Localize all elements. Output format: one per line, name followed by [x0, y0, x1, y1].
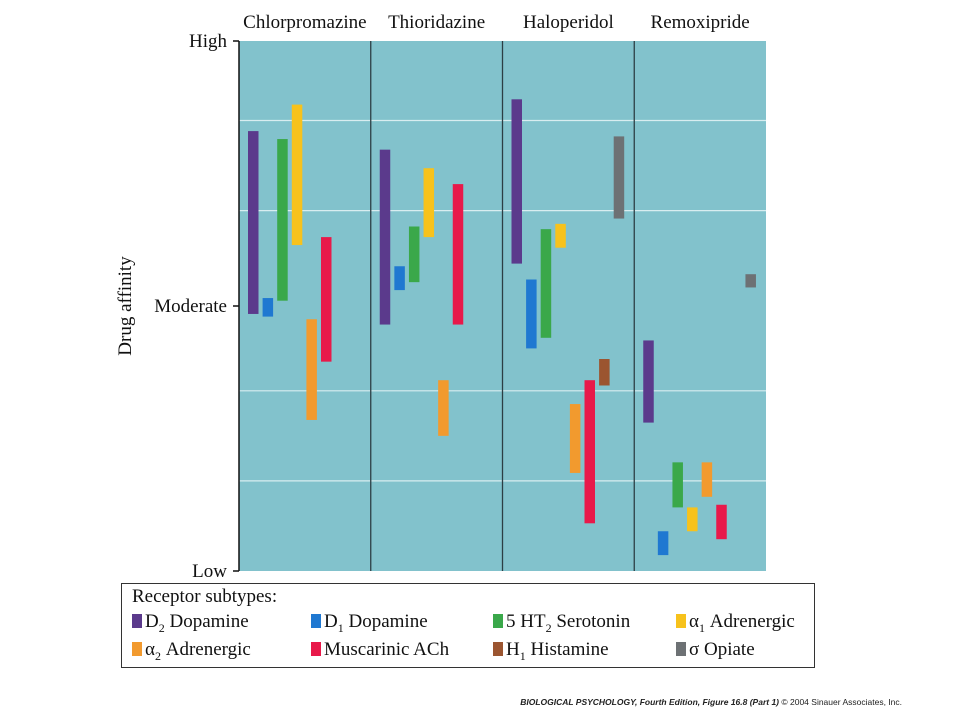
affinity-bar-remoxipride-0	[643, 340, 654, 423]
drug-label-haloperidol: Haloperidol	[523, 12, 614, 33]
affinity-bar-haloperidol-5	[584, 380, 595, 524]
y-level-label-low: Low	[192, 561, 227, 580]
legend-swatch	[676, 614, 686, 628]
legend-swatch	[132, 614, 142, 628]
y-axis-title: Drug affinity	[115, 256, 136, 356]
affinity-bar-thioridazine-5	[452, 184, 464, 325]
affinity-bar-remoxipride-2	[672, 462, 683, 508]
drug-label-chlorpromazine: Chlorpromazine	[243, 12, 366, 33]
affinity-bar-remoxipride-3	[687, 507, 698, 532]
legend-item-d2-dopamine: D2 Dopamine	[132, 611, 249, 636]
legend-swatch	[676, 642, 686, 656]
affinity-bar-chlorpromazine-1	[262, 298, 274, 317]
affinity-bar-thioridazine-0	[379, 149, 391, 325]
affinity-bar-haloperidol-1	[526, 279, 537, 349]
legend-item-h1-histamine: H1 Histamine	[493, 639, 609, 664]
legend-item-5ht2-serotonin: 5 HT2 Serotonin	[493, 611, 630, 636]
affinity-bar-chlorpromazine-2	[277, 139, 288, 301]
legend-item-sigma-opiate: σ Opiate	[676, 639, 755, 664]
affinity-bar-chlorpromazine-0	[248, 131, 259, 314]
legend-swatch	[311, 642, 321, 656]
affinity-bar-remoxipride-4	[701, 462, 713, 497]
figure-credit: BIOLOGICAL PSYCHOLOGY, Fourth Edition, F…	[520, 697, 902, 707]
affinity-bar-thioridazine-2	[408, 226, 420, 283]
legend: Receptor subtypes: D2 Dopamine D1 Dopami…	[121, 583, 815, 668]
legend-swatch	[132, 642, 142, 656]
affinity-bar-remoxipride-1	[657, 531, 669, 556]
credit-rest: © 2004 Sinauer Associates, Inc.	[779, 697, 902, 707]
y-level-label-moderate: Moderate	[154, 296, 227, 317]
affinity-bar-haloperidol-2	[540, 229, 552, 338]
drug-affinity-chart: Chlorpromazine Thioridazine Haloperidol Rem…	[115, 12, 766, 580]
credit-title: BIOLOGICAL PSYCHOLOGY, Fourth Edition, F…	[520, 697, 780, 707]
legend-swatch	[311, 614, 321, 628]
legend-swatch	[493, 642, 503, 656]
legend-item-d1-dopamine: D1 Dopamine	[311, 611, 428, 636]
affinity-bar-thioridazine-1	[394, 266, 405, 291]
affinity-bar-haloperidol-7	[613, 136, 625, 219]
affinity-bar-thioridazine-3	[423, 168, 435, 238]
affinity-bar-remoxipride-7	[745, 274, 756, 288]
legend-swatch	[493, 614, 503, 628]
affinity-bar-haloperidol-3	[555, 223, 566, 248]
legend-item-muscarinic-ach: Muscarinic ACh	[311, 639, 449, 664]
affinity-bar-thioridazine-4	[438, 380, 449, 436]
affinity-bar-haloperidol-6	[599, 359, 610, 386]
affinity-bar-chlorpromazine-3	[291, 104, 303, 246]
affinity-bar-chlorpromazine-5	[321, 237, 332, 362]
affinity-bar-haloperidol-4	[569, 404, 581, 473]
legend-item-alpha1-adrenergic: α1 Adrenergic	[676, 611, 795, 636]
affinity-bar-haloperidol-0	[511, 99, 522, 264]
drug-label-remoxipride: Remoxipride	[651, 12, 750, 33]
legend-title: Receptor subtypes:	[132, 586, 278, 607]
affinity-bar-chlorpromazine-4	[306, 319, 317, 420]
drug-label-thioridazine: Thioridazine	[388, 12, 485, 33]
affinity-bar-remoxipride-5	[716, 504, 727, 540]
legend-item-alpha2-adrenergic: α2 Adrenergic	[132, 639, 251, 664]
y-level-label-high: High	[189, 31, 228, 52]
